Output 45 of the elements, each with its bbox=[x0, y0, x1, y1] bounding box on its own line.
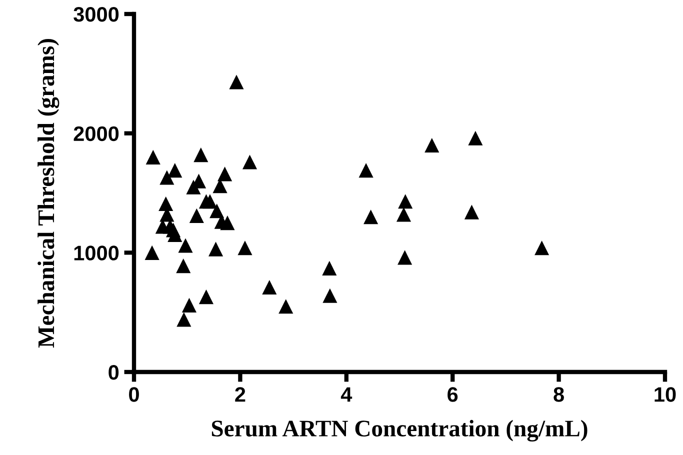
x-tick-label: 2 bbox=[235, 387, 246, 402]
point bbox=[358, 163, 374, 178]
point bbox=[242, 154, 258, 170]
point bbox=[198, 290, 214, 304]
point bbox=[168, 163, 182, 178]
point bbox=[144, 245, 160, 260]
point bbox=[229, 74, 244, 90]
point bbox=[208, 242, 224, 256]
point bbox=[468, 130, 483, 146]
point bbox=[238, 240, 252, 256]
point bbox=[146, 150, 160, 164]
point bbox=[322, 288, 338, 303]
x-tick-label: 6 bbox=[448, 387, 458, 402]
y-tick-label: 0 bbox=[108, 365, 119, 380]
point bbox=[322, 260, 337, 276]
x-tick-label: 0 bbox=[129, 387, 139, 402]
x-tick-label: 8 bbox=[554, 387, 564, 402]
point bbox=[194, 148, 208, 162]
point bbox=[189, 208, 204, 223]
point bbox=[158, 196, 174, 212]
point bbox=[278, 299, 294, 314]
point bbox=[218, 166, 232, 182]
point bbox=[176, 258, 191, 274]
point bbox=[178, 238, 193, 253]
point bbox=[396, 207, 412, 222]
x-tick-label: 4 bbox=[340, 387, 352, 402]
point bbox=[424, 138, 440, 153]
point bbox=[398, 194, 413, 209]
point bbox=[464, 204, 479, 220]
point bbox=[262, 280, 277, 295]
point bbox=[202, 194, 218, 209]
point bbox=[398, 250, 412, 265]
y-axis-title: Mechanical Threshold (grams) bbox=[38, 39, 60, 348]
point bbox=[186, 180, 201, 194]
y-tick-label: 2000 bbox=[74, 126, 119, 142]
y-tick-label: 3000 bbox=[74, 7, 119, 22]
point bbox=[182, 298, 197, 312]
point bbox=[176, 312, 192, 327]
point bbox=[160, 170, 174, 185]
x-axis-title: Serum ARTN Concentration (ng/mL) bbox=[212, 420, 588, 442]
y-tick-label: 1000 bbox=[74, 246, 119, 260]
point bbox=[534, 240, 550, 256]
point bbox=[220, 216, 235, 230]
x-tick-label: 10 bbox=[654, 387, 676, 402]
point bbox=[364, 210, 378, 224]
